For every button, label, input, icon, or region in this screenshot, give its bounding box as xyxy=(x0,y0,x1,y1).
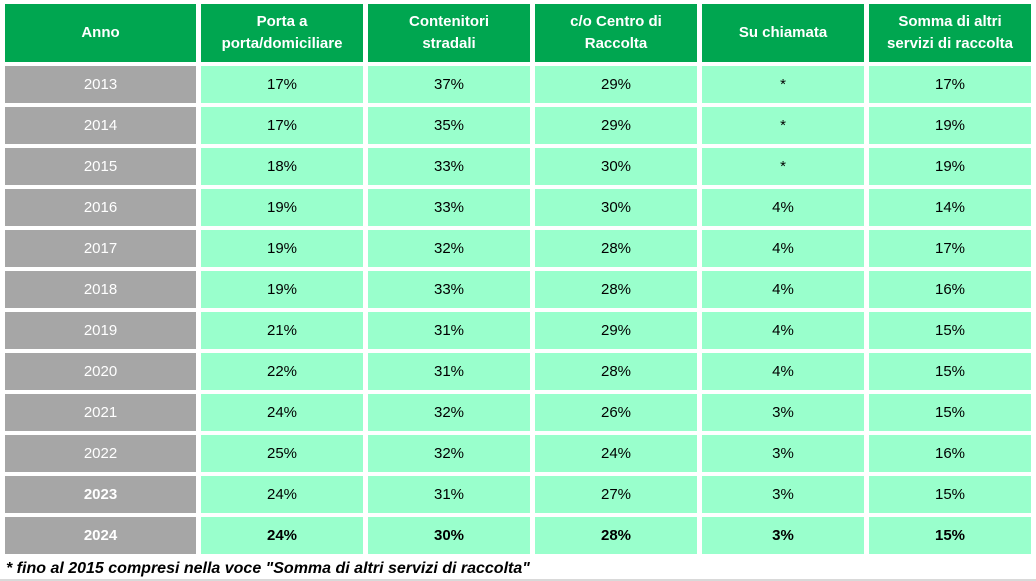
table-row: 2015 18% 33% 30% * 19% xyxy=(5,148,1031,185)
value-cell: 30% xyxy=(368,517,530,554)
value-cell: 17% xyxy=(201,66,363,103)
value-cell: 37% xyxy=(368,66,530,103)
header-row: Anno Porta a porta/domiciliare Contenito… xyxy=(5,4,1031,62)
table-body: 2013 17% 37% 29% * 17% 2014 17% 35% 29% * 19% 20… xyxy=(5,66,1031,554)
value-cell: 19% xyxy=(869,107,1031,144)
value-cell: 24% xyxy=(201,517,363,554)
header-somma-altri-servizi: Somma di altri servizi di raccolta xyxy=(869,4,1031,62)
value-cell: 3% xyxy=(702,476,864,513)
header-centro-di-raccolta: c/o Centro di Raccolta xyxy=(535,4,697,62)
value-cell: 4% xyxy=(702,312,864,349)
value-cell: 35% xyxy=(368,107,530,144)
value-cell: 21% xyxy=(201,312,363,349)
value-cell: * xyxy=(702,148,864,185)
value-cell: 19% xyxy=(201,189,363,226)
header-su-chiamata: Su chiamata xyxy=(702,4,864,62)
value-cell: * xyxy=(702,107,864,144)
table-row: 2014 17% 35% 29% * 19% xyxy=(5,107,1031,144)
value-cell: 17% xyxy=(201,107,363,144)
value-cell: 29% xyxy=(535,312,697,349)
year-cell: 2016 xyxy=(5,189,196,226)
value-cell: 14% xyxy=(869,189,1031,226)
value-cell: 24% xyxy=(201,394,363,431)
value-cell: 32% xyxy=(368,394,530,431)
value-cell: 4% xyxy=(702,353,864,390)
value-cell: 15% xyxy=(869,353,1031,390)
value-cell: 30% xyxy=(535,148,697,185)
value-cell: 26% xyxy=(535,394,697,431)
value-cell: 28% xyxy=(535,353,697,390)
table-row: 2023 24% 31% 27% 3% 15% xyxy=(5,476,1031,513)
value-cell: 15% xyxy=(869,476,1031,513)
table-row: 2021 24% 32% 26% 3% 15% xyxy=(5,394,1031,431)
header-porta-a-porta: Porta a porta/domiciliare xyxy=(201,4,363,62)
value-cell: 19% xyxy=(201,230,363,267)
value-cell: 33% xyxy=(368,189,530,226)
year-cell: 2024 xyxy=(5,517,196,554)
value-cell: 3% xyxy=(702,435,864,472)
value-cell: 28% xyxy=(535,271,697,308)
year-cell: 2021 xyxy=(5,394,196,431)
table-header: Anno Porta a porta/domiciliare Contenito… xyxy=(5,4,1031,62)
value-cell: 32% xyxy=(368,435,530,472)
year-cell: 2017 xyxy=(5,230,196,267)
value-cell: 30% xyxy=(535,189,697,226)
table-row: 2019 21% 31% 29% 4% 15% xyxy=(5,312,1031,349)
value-cell: 27% xyxy=(535,476,697,513)
value-cell: 17% xyxy=(869,66,1031,103)
value-cell: 15% xyxy=(869,312,1031,349)
value-cell: 4% xyxy=(702,271,864,308)
value-cell: 17% xyxy=(869,230,1031,267)
value-cell: 28% xyxy=(535,230,697,267)
value-cell: 29% xyxy=(535,107,697,144)
value-cell: 4% xyxy=(702,230,864,267)
value-cell: 33% xyxy=(368,148,530,185)
header-anno: Anno xyxy=(5,4,196,62)
value-cell: 19% xyxy=(201,271,363,308)
year-cell: 2014 xyxy=(5,107,196,144)
value-cell: 31% xyxy=(368,312,530,349)
value-cell: 31% xyxy=(368,353,530,390)
value-cell: 31% xyxy=(368,476,530,513)
year-cell: 2018 xyxy=(5,271,196,308)
value-cell: 24% xyxy=(535,435,697,472)
table-row: 2018 19% 33% 28% 4% 16% xyxy=(5,271,1031,308)
year-cell: 2023 xyxy=(5,476,196,513)
value-cell: 16% xyxy=(869,271,1031,308)
value-cell: 33% xyxy=(368,271,530,308)
header-contenitori-stradali: Contenitori stradali xyxy=(368,4,530,62)
table-row: 2020 22% 31% 28% 4% 15% xyxy=(5,353,1031,390)
year-cell: 2020 xyxy=(5,353,196,390)
table-row: 2013 17% 37% 29% * 17% xyxy=(5,66,1031,103)
value-cell: 16% xyxy=(869,435,1031,472)
value-cell: 25% xyxy=(201,435,363,472)
value-cell: 4% xyxy=(702,189,864,226)
value-cell: 3% xyxy=(702,517,864,554)
value-cell: 32% xyxy=(368,230,530,267)
value-cell: 15% xyxy=(869,394,1031,431)
value-cell: 28% xyxy=(535,517,697,554)
table-row: 2017 19% 32% 28% 4% 17% xyxy=(5,230,1031,267)
value-cell: 29% xyxy=(535,66,697,103)
table-row: 2022 25% 32% 24% 3% 16% xyxy=(5,435,1031,472)
footnote: * fino al 2015 compresi nella voce "Somm… xyxy=(6,560,530,577)
year-cell: 2015 xyxy=(5,148,196,185)
table-row: 2016 19% 33% 30% 4% 14% xyxy=(5,189,1031,226)
year-cell: 2019 xyxy=(5,312,196,349)
table-row: 2024 24% 30% 28% 3% 15% xyxy=(5,517,1031,554)
value-cell: 15% xyxy=(869,517,1031,554)
value-cell: 22% xyxy=(201,353,363,390)
data-table: Anno Porta a porta/domiciliare Contenito… xyxy=(5,4,1031,554)
value-cell: 24% xyxy=(201,476,363,513)
year-cell: 2022 xyxy=(5,435,196,472)
value-cell: 18% xyxy=(201,148,363,185)
year-cell: 2013 xyxy=(5,66,196,103)
value-cell: * xyxy=(702,66,864,103)
value-cell: 3% xyxy=(702,394,864,431)
value-cell: 19% xyxy=(869,148,1031,185)
